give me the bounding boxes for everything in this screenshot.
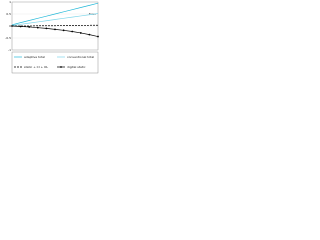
y-tick-label: 0.5 xyxy=(6,12,11,16)
y-tick-label: 1 xyxy=(9,0,11,4)
series-line xyxy=(12,24,98,27)
point xyxy=(62,29,65,32)
point xyxy=(54,28,56,31)
y-tick-label: -1 xyxy=(8,48,11,52)
point xyxy=(19,25,22,28)
point xyxy=(97,35,99,38)
legend-box xyxy=(11,51,99,74)
point xyxy=(88,33,91,36)
legend-label: adaptive total xyxy=(24,55,45,59)
legend-label: digital static xyxy=(67,65,86,69)
y-tick-label: -0.5 xyxy=(5,36,11,40)
legend-marker xyxy=(60,66,62,68)
point xyxy=(71,30,74,33)
series-line xyxy=(11,2,99,26)
legend-label: static + CI + OL xyxy=(24,65,48,69)
y-tick-label: 0 xyxy=(9,24,11,28)
point xyxy=(79,32,82,34)
legend-label: conventional total xyxy=(67,55,94,59)
point xyxy=(11,25,13,27)
point xyxy=(28,26,31,28)
series-line xyxy=(11,13,99,26)
point xyxy=(36,26,39,29)
point xyxy=(45,27,48,30)
